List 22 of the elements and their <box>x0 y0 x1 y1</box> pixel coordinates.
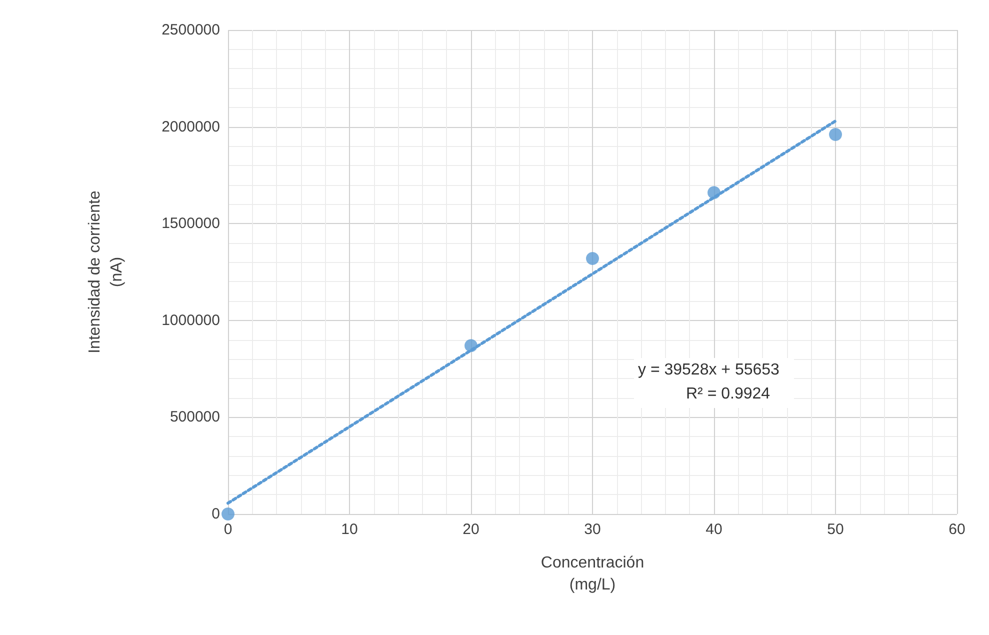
y-tick-label: 0 <box>212 506 220 522</box>
point <box>464 339 478 352</box>
x-tick-label: 50 <box>827 521 844 538</box>
x-tick-label: 10 <box>341 521 358 538</box>
point <box>829 128 842 142</box>
point <box>222 508 234 520</box>
y-tick-label: 500000 <box>170 408 220 426</box>
y-tick-label: 2500000 <box>162 22 220 38</box>
annotation: y = 39528x + 55653 <box>638 362 780 378</box>
x-axis-title: Concentración (mg/L) <box>540 554 644 594</box>
y-tick-label: 2000000 <box>162 118 220 136</box>
y-tick-label: 1000000 <box>162 312 220 329</box>
x-tick-label: 20 <box>462 521 480 538</box>
x-tick-label: 60 <box>948 521 966 538</box>
y-axis-title: Intensidad de corriente (nA) <box>86 190 126 354</box>
annotation: R² = 0.9924 <box>686 386 770 402</box>
point <box>586 252 599 265</box>
point <box>708 186 720 200</box>
x-tick-label: 30 <box>584 521 601 538</box>
y-tick-label: 1500000 <box>162 215 220 232</box>
x-tick-label: 40 <box>706 521 722 538</box>
x-tick-label: 0 <box>224 521 232 538</box>
